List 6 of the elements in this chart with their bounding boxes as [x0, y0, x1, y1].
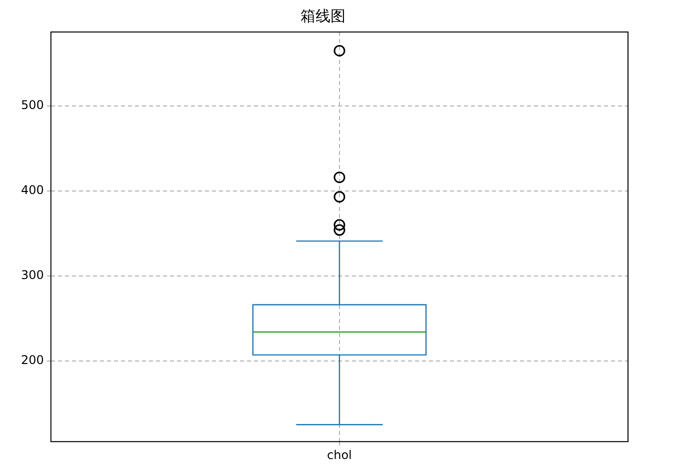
x-tick-label: chol: [327, 448, 352, 462]
y-tick-label: 500: [21, 98, 44, 112]
chart-title: 箱线图: [300, 6, 346, 25]
y-tick-label: 400: [21, 183, 44, 198]
y-tick-label: 200: [21, 352, 44, 367]
y-tick-label: 300: [21, 268, 44, 282]
